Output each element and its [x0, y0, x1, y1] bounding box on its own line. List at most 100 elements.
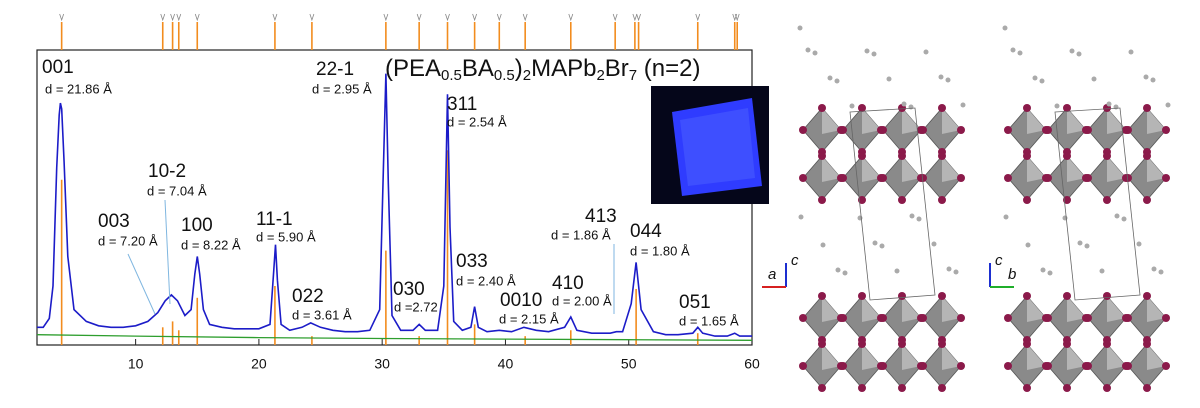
organic-atom	[931, 241, 937, 247]
br-atom	[957, 126, 965, 134]
peak-label: 413	[585, 206, 617, 227]
organic-atom	[820, 242, 826, 248]
title-part: MAPb	[531, 55, 596, 82]
reflection-cap	[194, 13, 200, 22]
organic-atom	[872, 240, 878, 246]
reflection-cap	[272, 13, 278, 22]
organic-atom	[834, 78, 840, 84]
br-atom	[1124, 362, 1132, 370]
br-atom	[858, 104, 866, 112]
reflection-cap	[734, 13, 740, 22]
octahedron-face	[1027, 108, 1046, 134]
organic-atom	[1121, 216, 1127, 222]
br-atom	[938, 384, 946, 392]
br-atom	[858, 340, 866, 348]
d-spacing: d = 2.40 Å	[456, 273, 516, 288]
octahedron-face	[942, 108, 961, 134]
octahedron-face	[1027, 156, 1046, 182]
reflection-cap	[176, 13, 182, 22]
organic-atom	[1077, 240, 1083, 246]
br-atom	[1084, 362, 1092, 370]
br-atom	[1023, 196, 1031, 204]
organic-atom	[1032, 75, 1038, 81]
br-atom	[938, 340, 946, 348]
octahedron-face	[1107, 344, 1126, 370]
octahedron-face	[862, 296, 881, 322]
br-atom	[1063, 104, 1071, 112]
organic-atom	[805, 47, 811, 53]
br-atom	[1103, 196, 1111, 204]
x-tick-label: 60	[744, 356, 760, 372]
br-atom	[839, 314, 847, 322]
organic-atom	[923, 49, 929, 55]
sample-photo	[651, 86, 769, 204]
organic-atom	[909, 213, 915, 219]
peak-label: 11-1	[256, 209, 293, 230]
organic-atom	[1010, 47, 1016, 53]
organic-atom	[1040, 267, 1046, 273]
title-part: (PEA	[385, 55, 441, 82]
br-atom	[1103, 292, 1111, 300]
octahedron-face	[1147, 156, 1166, 182]
octahedron-face	[862, 156, 881, 182]
br-atom	[957, 174, 965, 182]
br-atom	[1004, 126, 1012, 134]
br-atom	[1004, 362, 1012, 370]
data-line	[36, 334, 753, 341]
organic-atom	[864, 48, 870, 54]
peak-label: 100	[181, 215, 213, 236]
organic-atom	[1003, 214, 1009, 220]
br-atom	[1063, 196, 1071, 204]
br-atom	[1063, 384, 1071, 392]
d-spacing: d = 2.15 Å	[499, 311, 559, 326]
br-atom	[1124, 126, 1132, 134]
organic-atom	[797, 25, 803, 31]
br-atom	[919, 362, 927, 370]
reflection-cap	[636, 13, 641, 22]
br-atom	[1023, 152, 1031, 160]
br-atom	[1162, 174, 1170, 182]
br-atom	[839, 362, 847, 370]
organic-atom	[916, 216, 922, 222]
reflection-cap	[309, 13, 315, 22]
reflection-cap	[522, 13, 528, 22]
br-atom	[938, 104, 946, 112]
octahedron-face	[902, 296, 921, 322]
octahedron-face	[1027, 344, 1046, 370]
organic-atom	[835, 267, 841, 273]
br-atom	[858, 196, 866, 204]
reflection-cap	[612, 13, 618, 22]
reflection-cap	[383, 13, 389, 22]
d-spacing: d =2.72	[394, 299, 438, 314]
octahedron-face	[822, 296, 841, 322]
reflection-cap	[416, 13, 422, 22]
octahedron-face	[1067, 344, 1086, 370]
br-atom	[938, 292, 946, 300]
organic-atom	[1151, 266, 1157, 272]
br-atom	[1044, 314, 1052, 322]
br-atom	[1004, 174, 1012, 182]
d-spacing: d = 3.61 Å	[292, 307, 352, 322]
d-spacing: d = 2.95 Å	[312, 81, 372, 96]
br-atom	[879, 362, 887, 370]
x-tick-label: 40	[498, 356, 514, 372]
reflection-cap	[496, 13, 502, 22]
br-atom	[858, 292, 866, 300]
peak-label: 10-2	[148, 161, 186, 182]
peak-label: 033	[456, 251, 488, 272]
br-atom	[1143, 152, 1151, 160]
br-atom	[919, 126, 927, 134]
axis-label: a	[768, 266, 776, 283]
organic-atom	[812, 50, 818, 56]
peak-label: 030	[393, 279, 425, 300]
organic-atom	[1128, 49, 1134, 55]
octahedron-face	[822, 156, 841, 182]
xrd-chart: 10 20 30 40 50 60	[36, 49, 760, 372]
octahedron-face	[822, 108, 841, 134]
organic-atom	[938, 74, 944, 80]
octahedron-face	[1027, 296, 1046, 322]
peak-label: 22-1	[316, 59, 354, 80]
br-atom	[1023, 292, 1031, 300]
organic-atom	[1025, 242, 1031, 248]
organic-atom	[953, 269, 959, 275]
